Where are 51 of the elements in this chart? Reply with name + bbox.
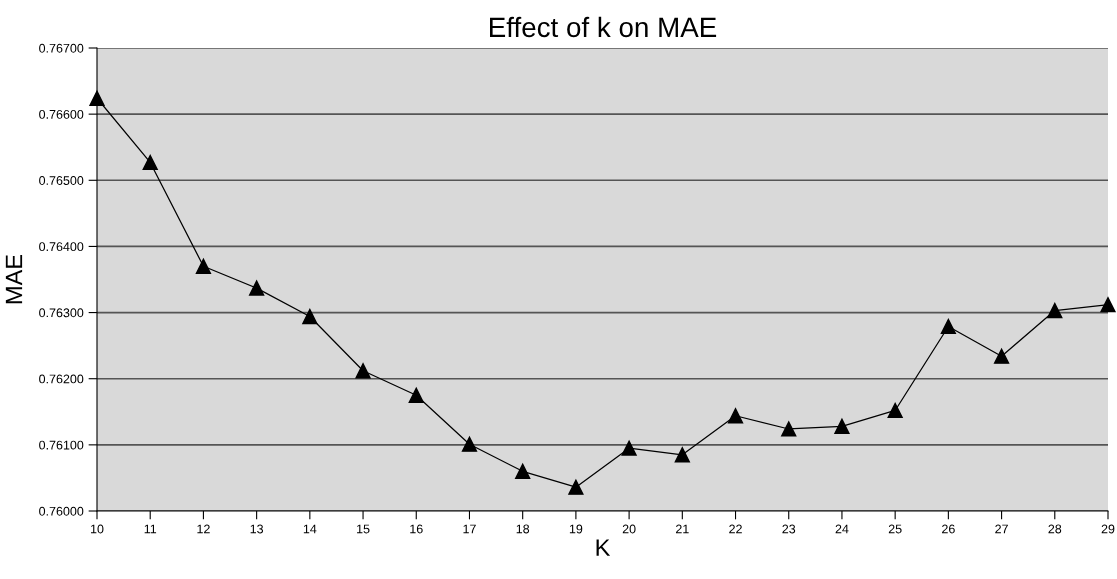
point <box>781 421 797 437</box>
y-tick-label: 0.76600 <box>39 109 84 119</box>
point <box>834 418 850 434</box>
y-tick-label: 0.76000 <box>39 506 84 516</box>
x-tick-label: 19 <box>569 524 583 534</box>
point <box>195 258 212 274</box>
y-tick-label: 0.76300 <box>39 308 84 318</box>
x-tick-label: 13 <box>250 524 264 534</box>
point <box>355 363 371 379</box>
y-tick-label: 0.76100 <box>39 440 84 450</box>
point <box>248 280 265 296</box>
x-tick-label: 29 <box>1101 524 1115 534</box>
x-tick-label: 21 <box>675 524 689 534</box>
point <box>408 387 424 403</box>
point <box>674 447 690 463</box>
y-tick-label: 0.76500 <box>39 176 84 185</box>
x-tick-label: 14 <box>303 524 317 534</box>
x-tick-label: 17 <box>463 524 476 534</box>
x-tick-label: 11 <box>144 524 157 534</box>
y-tick-label: 0.76400 <box>39 242 84 252</box>
point <box>515 463 531 479</box>
x-tick-label: 27 <box>995 524 1008 534</box>
point <box>568 479 584 495</box>
x-axis-title: K <box>596 539 611 556</box>
point <box>1047 302 1063 319</box>
point <box>621 440 637 456</box>
x-tick-label: 20 <box>622 524 636 534</box>
y-tick-label: 0.76700 <box>39 43 84 53</box>
x-tick-label: 26 <box>942 524 955 534</box>
x-tick-label: 28 <box>1048 524 1062 534</box>
point <box>302 308 318 325</box>
x-tick-label: 24 <box>835 524 849 534</box>
y-axis-title: MAE <box>5 254 23 304</box>
x-tick-label: 15 <box>357 524 370 534</box>
point <box>940 318 957 335</box>
point <box>142 154 158 171</box>
x-tick-label: 23 <box>782 524 796 534</box>
chart-title: Effect of k on MAE <box>490 16 717 38</box>
x-tick-label: 18 <box>516 524 530 534</box>
x-tick-label: 10 <box>91 524 104 534</box>
x-tick-label: 25 <box>888 524 902 534</box>
point <box>993 348 1010 364</box>
point <box>1100 296 1116 313</box>
x-tick-label: 12 <box>197 524 210 534</box>
point <box>727 408 744 424</box>
x-tick-label: 22 <box>729 524 742 534</box>
y-tick-label: 0.76200 <box>39 374 84 384</box>
point <box>89 90 105 106</box>
point <box>887 402 903 419</box>
x-tick-label: 16 <box>410 524 423 534</box>
point <box>461 436 478 452</box>
